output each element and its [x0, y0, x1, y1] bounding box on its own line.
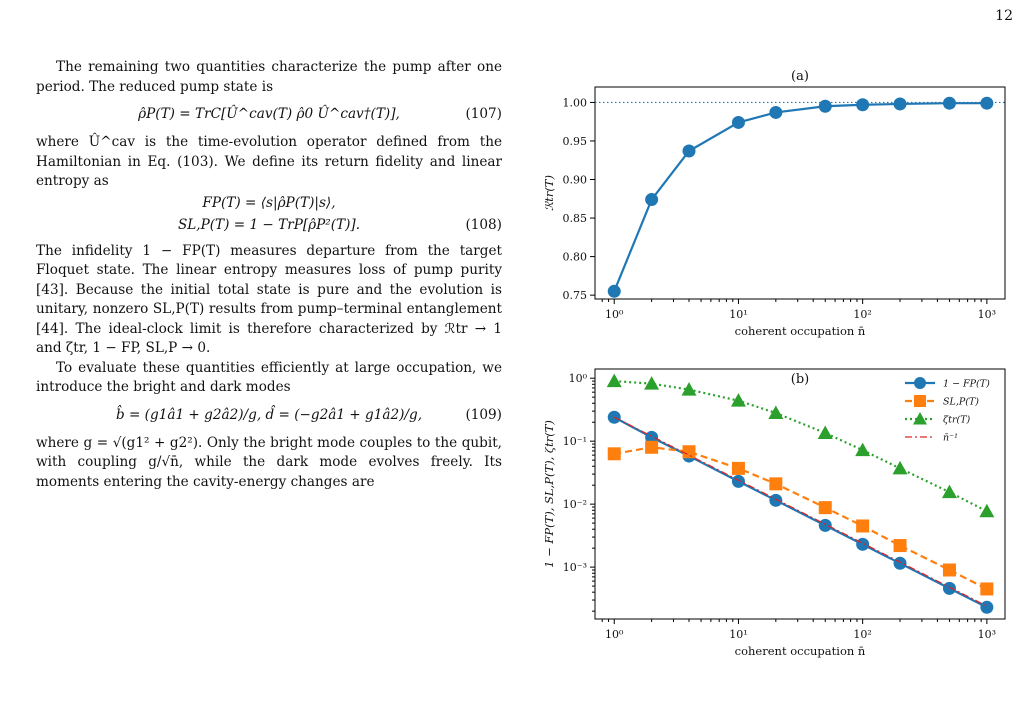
data-point-circle	[645, 193, 659, 207]
y-tick-label: 0.75	[563, 289, 588, 302]
paragraph-2: where Û^cav is the time-evolution operat…	[36, 134, 502, 189]
data-point-square	[682, 445, 696, 459]
data-point-circle	[607, 284, 621, 298]
data-point-square	[818, 501, 832, 515]
data-point-circle	[980, 600, 994, 614]
y-tick-label: 10⁻¹	[563, 435, 587, 448]
y-tick-label: 10⁻²	[563, 498, 587, 511]
series-line-SL,P(T)	[614, 446, 988, 590]
data-point-triangle	[979, 503, 995, 518]
figure: 10⁰ 10¹ 10² 10³ 0.75 0.80 0.85 0.90 0.95 1.00 (a) c…	[542, 62, 1015, 706]
data-point-square	[607, 447, 621, 461]
data-point-triangle	[681, 382, 697, 396]
paragraph-1: The remaining two quantities characteriz…	[36, 59, 502, 95]
equation-108-line-2: SL,P(T) = 1 − TrP[ρ̂P²(T)].	[177, 216, 361, 233]
data-point-triangle	[941, 484, 957, 499]
x-tick-label: 10³	[978, 628, 996, 641]
y-axis-label: ℛtr(T)	[545, 175, 556, 211]
x-tick-label: 10⁰	[605, 628, 624, 641]
legend-label: ζtr(T)	[943, 415, 971, 426]
data-point-circle	[682, 144, 696, 158]
y-axis-label: 1 − FP(T), SL,P(T), ζtr(T)	[545, 420, 556, 568]
y-tick-label: 0.95	[563, 135, 588, 148]
y-tick-label: 0.90	[563, 174, 588, 187]
equation-107: ρ̂P(T) = TrC[Û^cav(T) ρ̂0 Û^cav†(T)], (1…	[36, 97, 502, 133]
legend-marker	[913, 412, 927, 425]
data-point-triangle	[730, 393, 746, 407]
equation-107-body: ρ̂P(T) = TrC[Û^cav(T) ρ̂0 Û^cav†(T)],	[138, 106, 400, 122]
series-line-data	[613, 102, 987, 292]
equation-108: FP(T) = ⟨s|ρ̂P(T)|s⟩, SL,P(T) = 1 − TrP[…	[36, 192, 502, 242]
data-point-circle	[731, 115, 745, 129]
data-point-circle	[856, 98, 870, 112]
data-point-circle	[980, 96, 994, 110]
data-point-triangle	[768, 405, 784, 420]
equation-109: b̂ = (g1â1 + g2â2)/g, d̂ = (−g2â1 + g1â2…	[36, 398, 502, 434]
data-point-circle	[893, 97, 907, 111]
plot-frame-0	[594, 86, 1006, 300]
page-number: 12	[995, 8, 1013, 24]
equation-108-number: (108)	[465, 216, 502, 233]
data-point-circle	[942, 581, 956, 595]
paragraph-5: where g = √(g1² + g2²). Only the bright …	[36, 434, 502, 490]
series-line-n̄⁻¹	[613, 416, 988, 607]
figure-svg: 10⁰ 10¹ 10² 10³ 0.75 0.80 0.85 0.90 0.95 1.00 (a) c…	[542, 69, 1006, 658]
x-tick-label: 10²	[853, 308, 871, 321]
legend-label: n̄⁻¹	[943, 433, 958, 444]
legend-marker	[914, 395, 926, 407]
x-tick-label: 10¹	[729, 628, 747, 641]
data-point-square	[769, 477, 783, 491]
legend-label: SL,P(T)	[943, 397, 979, 408]
data-point-circle	[769, 493, 783, 507]
data-point-square	[856, 519, 870, 533]
equation-107-number: (107)	[465, 106, 502, 122]
series-line-1 − FP(T)	[613, 416, 988, 609]
equation-108-line-1: FP(T) = ⟨s|ρ̂P(T)|s⟩,	[202, 194, 336, 211]
series-line-ζtr(T)	[614, 379, 988, 513]
data-point-square	[731, 461, 745, 475]
text-column: The remaining two quantities characteriz…	[36, 58, 502, 492]
data-point-triangle	[606, 373, 622, 388]
data-point-circle	[607, 410, 621, 424]
x-tick-label: 10³	[978, 308, 996, 321]
data-point-square	[893, 539, 907, 553]
equation-109-body: b̂ = (g1â1 + g2â2)/g, d̂ = (−g2â1 + g1â2…	[115, 406, 423, 423]
data-point-square	[942, 563, 956, 577]
data-point-circle	[856, 537, 870, 551]
y-tick-label: 1.00	[563, 96, 588, 109]
y-tick-label: 0.85	[563, 212, 588, 225]
panel-title: (b)	[791, 372, 809, 387]
x-tick-label: 10⁰	[605, 308, 624, 321]
data-point-circle	[818, 99, 832, 113]
data-point-circle	[731, 474, 745, 488]
data-point-triangle	[644, 376, 660, 390]
data-point-triangle	[855, 442, 871, 457]
data-point-square	[980, 582, 994, 596]
panel-title: (a)	[791, 69, 809, 84]
x-axis-label: coherent occupation n̄	[735, 324, 866, 338]
data-point-circle	[893, 556, 907, 570]
data-point-triangle	[817, 425, 833, 439]
equation-109-number: (109)	[465, 406, 502, 423]
legend-label: 1 − FP(T)	[943, 379, 990, 390]
paragraph-4: To evaluate these quantities efficiently…	[36, 359, 502, 396]
data-point-circle	[818, 518, 832, 532]
x-tick-label: 10²	[853, 628, 871, 641]
y-tick-label: 10⁰	[569, 372, 588, 385]
x-axis-label: coherent occupation n̄	[735, 644, 866, 658]
data-point-circle	[645, 430, 659, 444]
y-tick-label: 0.80	[563, 251, 588, 264]
y-tick-label: 10⁻³	[563, 561, 587, 574]
data-point-circle	[769, 105, 783, 119]
legend-marker	[914, 377, 926, 389]
data-point-square	[645, 440, 659, 454]
data-point-circle	[942, 96, 956, 110]
plot-frame-1	[594, 368, 1006, 620]
x-tick-label: 10¹	[729, 308, 747, 321]
data-point-triangle	[892, 460, 908, 475]
paragraph-3: The infidelity 1 − FP(T) measures depart…	[36, 242, 502, 357]
